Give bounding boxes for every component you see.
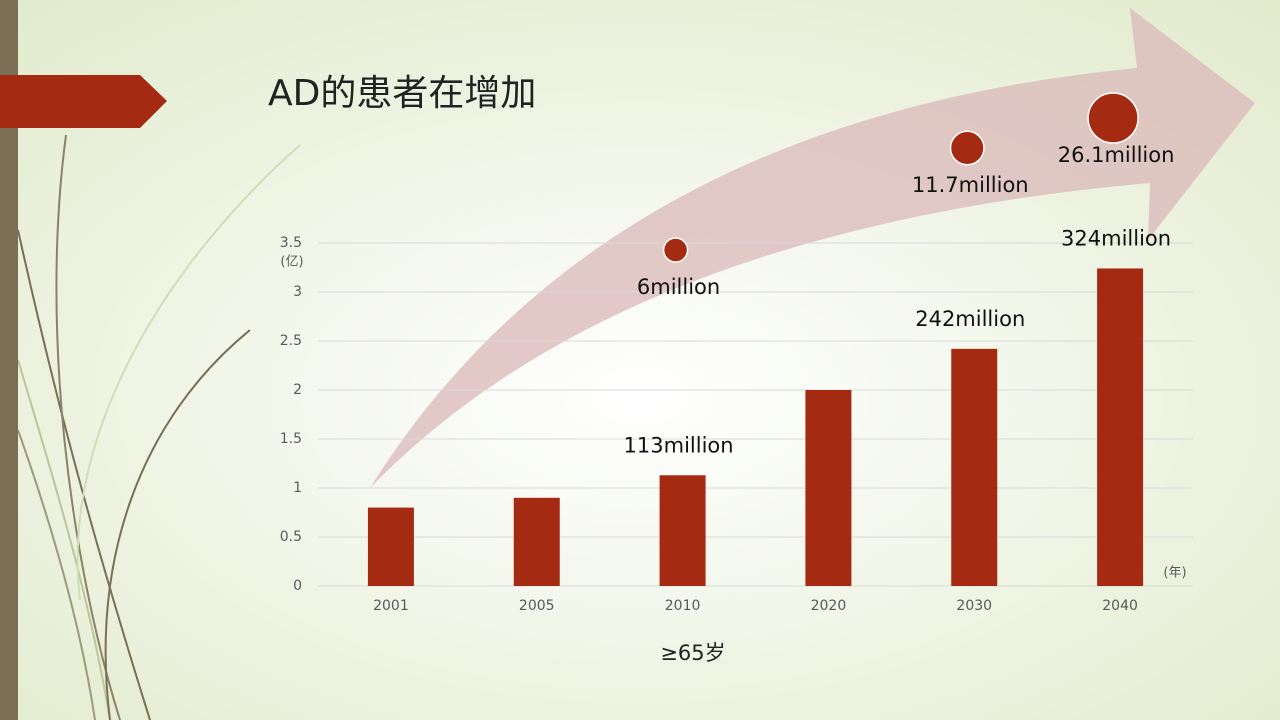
x-tick-label: 2005 [519, 598, 555, 614]
y-tick-label: 3.5 [280, 235, 302, 251]
x-unit-label: (年) [1163, 566, 1186, 581]
bubble-label: 26.1million [1058, 143, 1175, 167]
x-tick-label: 2010 [665, 598, 701, 614]
bar [659, 475, 706, 586]
y-tick-label: 2.5 [280, 333, 302, 349]
bar [1097, 268, 1144, 586]
decoration-curves [17, 134, 301, 720]
y-tick-label: 1.5 [280, 431, 302, 447]
title-tag [0, 75, 167, 128]
x-tick-label: 2020 [811, 598, 847, 614]
y-tick-label: 0 [293, 578, 302, 594]
bubble [662, 237, 689, 263]
bubble-label: 6million [637, 275, 720, 299]
bubble [1087, 92, 1139, 144]
bar [367, 507, 414, 586]
value-label: 113million [624, 433, 734, 457]
side-stripe [0, 0, 18, 720]
growth-arrow [370, 8, 1255, 488]
y-tick-label: 2 [293, 382, 302, 398]
value-label: 324million [1061, 226, 1171, 250]
bar [513, 497, 560, 586]
bubble [949, 130, 985, 166]
bar [951, 348, 998, 586]
value-label: 242million [915, 307, 1025, 331]
x-axis-label: ≥65岁 [660, 641, 725, 665]
bar [805, 390, 852, 586]
y-tick-label: 0.5 [280, 529, 302, 545]
y-tick-label: 3 [293, 284, 302, 300]
x-tick-label: 2001 [373, 598, 409, 614]
bubble-label: 11.7million [912, 173, 1029, 197]
x-tick-label: 2030 [956, 598, 992, 614]
slide-title: AD的患者在增加 [268, 73, 536, 114]
x-tick-label: 2040 [1102, 598, 1138, 614]
y-tick-label: 1 [293, 480, 302, 496]
y-unit-label: (亿) [280, 255, 303, 270]
